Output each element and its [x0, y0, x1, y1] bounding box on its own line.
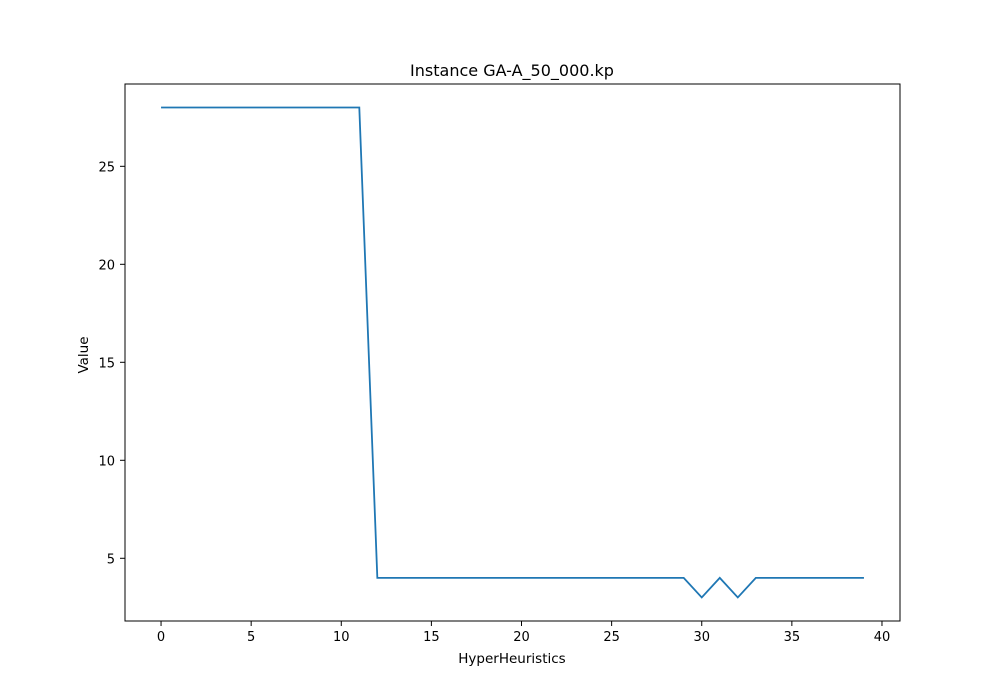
y-tick-label: 10 — [98, 454, 115, 469]
y-axis-label: Value — [76, 336, 92, 373]
y-tick-label: 5 — [107, 552, 115, 567]
x-tick-label: 15 — [423, 630, 440, 645]
x-tick-label: 35 — [784, 630, 801, 645]
x-tick-label: 30 — [693, 630, 710, 645]
y-tick-label: 20 — [98, 258, 115, 273]
x-tick-label: 40 — [874, 630, 891, 645]
x-axis-label: HyperHeuristics — [458, 651, 565, 667]
chart-title: Instance GA-A_50_000.kp — [410, 61, 614, 81]
x-tick-label: 0 — [157, 630, 165, 645]
x-tick-label: 5 — [247, 630, 255, 645]
y-tick-label: 15 — [98, 356, 115, 371]
series-line-0 — [161, 106, 864, 599]
series-layer — [161, 106, 864, 599]
plot-frame — [124, 83, 901, 622]
y-tick-label: 25 — [98, 160, 115, 175]
x-tick-label: 10 — [333, 630, 350, 645]
x-tick-label: 25 — [603, 630, 620, 645]
x-tick-label: 20 — [513, 630, 530, 645]
ticks-layer: 0 5 10 15 20 25 30 35 40 5 10 15 20 25 — [98, 160, 890, 645]
